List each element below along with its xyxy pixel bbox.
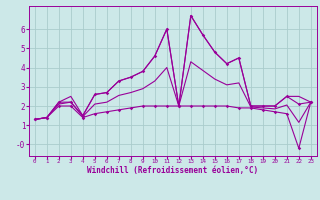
X-axis label: Windchill (Refroidissement éolien,°C): Windchill (Refroidissement éolien,°C) xyxy=(87,166,258,175)
